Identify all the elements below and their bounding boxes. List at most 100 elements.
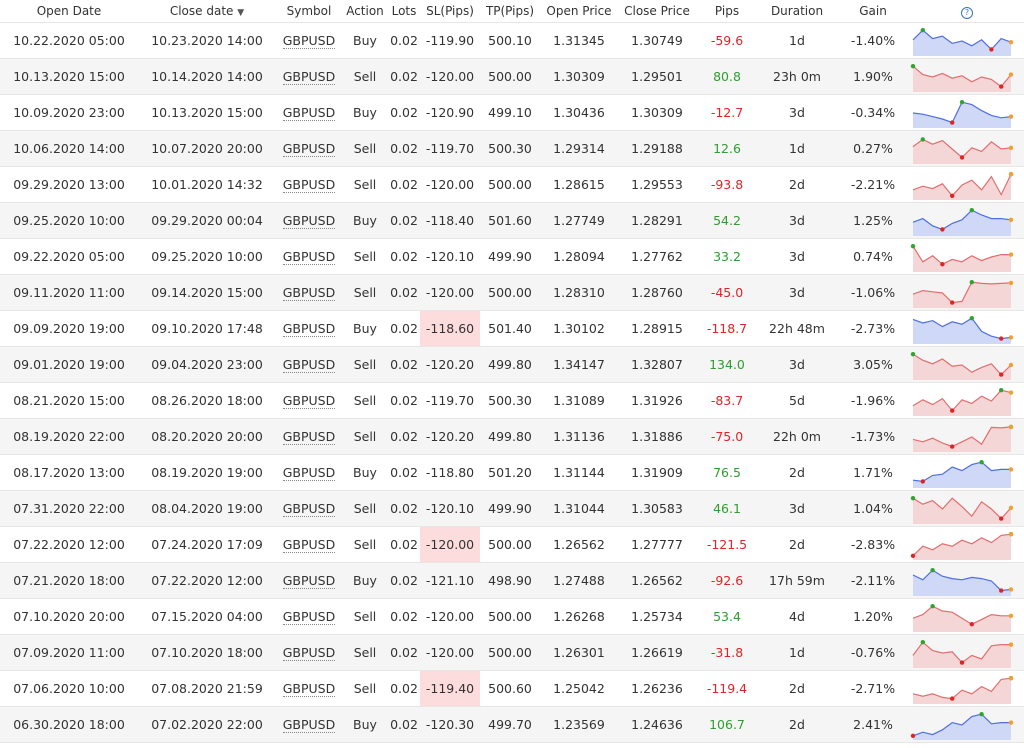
header-symbol[interactable]: Symbol <box>286 4 332 18</box>
header-tp[interactable]: TP(Pips) <box>485 4 535 18</box>
symbol-cell[interactable]: GBPUSD <box>276 22 342 59</box>
symbol-link[interactable]: GBPUSD <box>282 177 336 193</box>
sparkline-chart <box>912 136 1014 164</box>
table-row[interactable]: 10.09.2020 23:00 10.13.2020 15:00 GBPUSD Bu… <box>0 94 1024 131</box>
sparkline-low-marker <box>999 587 1004 593</box>
pips-cell: 106.7 <box>696 706 758 743</box>
symbol-link[interactable]: GBPUSD <box>282 717 336 733</box>
open-date-cell: 08.21.2020 15:00 <box>0 382 138 419</box>
close-date-cell: 08.19.2020 19:00 <box>138 454 276 491</box>
symbol-cell[interactable]: GBPUSD <box>276 670 342 707</box>
symbol-cell[interactable]: GBPUSD <box>276 598 342 635</box>
tp-cell: 500.00 <box>480 274 540 311</box>
symbol-link[interactable]: GBPUSD <box>282 681 336 697</box>
symbol-cell[interactable]: GBPUSD <box>276 310 342 347</box>
sparkline-last-marker <box>1008 586 1014 592</box>
table-row[interactable]: 10.06.2020 14:00 10.07.2020 20:00 GBPUSD Se… <box>0 130 1024 167</box>
table-row[interactable]: 09.29.2020 13:00 10.01.2020 14:32 GBPUSD Se… <box>0 166 1024 203</box>
symbol-cell[interactable]: GBPUSD <box>276 274 342 311</box>
symbol-cell[interactable]: GBPUSD <box>276 202 342 239</box>
header-pips[interactable]: Pips <box>714 4 740 18</box>
symbol-link[interactable]: GBPUSD <box>282 141 336 157</box>
symbol-link[interactable]: GBPUSD <box>282 393 336 409</box>
action-cell: Buy <box>342 562 388 599</box>
header-lots[interactable]: Lots <box>391 4 417 18</box>
help-icon[interactable]: ? <box>961 6 973 19</box>
symbol-link[interactable]: GBPUSD <box>282 537 336 553</box>
symbol-cell[interactable]: GBPUSD <box>276 346 342 383</box>
sparkline-area <box>913 497 1011 524</box>
symbol-link[interactable]: GBPUSD <box>282 429 336 445</box>
symbol-cell[interactable]: GBPUSD <box>276 562 342 599</box>
open-date-cell: 07.10.2020 20:00 <box>0 598 138 635</box>
pips-cell: -59.6 <box>696 22 758 59</box>
symbol-link[interactable]: GBPUSD <box>282 321 336 337</box>
sparkline-last-marker <box>1008 641 1014 647</box>
symbol-link[interactable]: GBPUSD <box>282 105 336 121</box>
symbol-link[interactable]: GBPUSD <box>282 465 336 481</box>
open-date-cell: 08.17.2020 13:00 <box>0 454 138 491</box>
symbol-link[interactable]: GBPUSD <box>282 33 336 49</box>
table-row[interactable]: 08.19.2020 22:00 08.20.2020 20:00 GBPUSD Se… <box>0 418 1024 455</box>
header-open-price[interactable]: Open Price <box>546 4 612 18</box>
symbol-link[interactable]: GBPUSD <box>282 573 336 589</box>
gain-cell: 1.04% <box>836 490 910 527</box>
symbol-link[interactable]: GBPUSD <box>282 501 336 517</box>
table-row[interactable]: 07.06.2020 10:00 07.08.2020 21:59 GBPUSD Se… <box>0 670 1024 707</box>
header-action[interactable]: Action <box>346 4 384 18</box>
header-sl[interactable]: SL(Pips) <box>426 4 474 18</box>
table-row[interactable]: 07.31.2020 22:00 08.04.2020 19:00 GBPUSD Se… <box>0 490 1024 527</box>
header-open-date[interactable]: Open Date <box>36 4 102 18</box>
symbol-link[interactable]: GBPUSD <box>282 249 336 265</box>
sparkline-low-marker <box>959 659 965 665</box>
symbol-cell[interactable]: GBPUSD <box>276 130 342 167</box>
table-row[interactable]: 08.21.2020 15:00 08.26.2020 18:00 GBPUSD Se… <box>0 382 1024 419</box>
sparkline-chart <box>910 63 1014 92</box>
table-row[interactable]: 09.01.2020 19:00 09.04.2020 23:00 GBPUSD Se… <box>0 346 1024 383</box>
symbol-cell[interactable]: GBPUSD <box>276 166 342 203</box>
symbol-cell[interactable]: GBPUSD <box>276 490 342 527</box>
table-row[interactable]: 07.21.2020 18:00 07.22.2020 12:00 GBPUSD Bu… <box>0 562 1024 599</box>
sl-cell: -120.30 <box>420 706 480 743</box>
sparkline-last-marker <box>1008 362 1014 367</box>
table-row[interactable]: 09.25.2020 10:00 09.29.2020 00:04 GBPUSD Bu… <box>0 202 1024 239</box>
table-row[interactable]: 09.22.2020 05:00 09.25.2020 10:00 GBPUSD Se… <box>0 238 1024 275</box>
symbol-cell[interactable]: GBPUSD <box>276 418 342 455</box>
symbol-cell[interactable]: GBPUSD <box>276 634 342 671</box>
table-row[interactable]: 06.30.2020 18:00 07.02.2020 22:00 GBPUSD Bu… <box>0 706 1024 743</box>
header-close-price[interactable]: Close Price <box>624 4 690 18</box>
table-row[interactable]: 09.11.2020 11:00 09.14.2020 15:00 GBPUSD Se… <box>0 274 1024 311</box>
header-close-date[interactable]: Close date ▼ <box>169 4 245 18</box>
symbol-cell[interactable]: GBPUSD <box>276 238 342 275</box>
symbol-link[interactable]: GBPUSD <box>282 609 336 625</box>
gain-cell: 1.25% <box>836 202 910 239</box>
symbol-cell[interactable]: GBPUSD <box>276 526 342 563</box>
gain-cell: -2.73% <box>836 310 910 347</box>
symbol-link[interactable]: GBPUSD <box>282 69 336 85</box>
symbol-cell[interactable]: GBPUSD <box>276 706 342 743</box>
sort-desc-icon: ▼ <box>237 8 245 18</box>
sparkline-area <box>913 209 1011 236</box>
table-row[interactable]: 07.09.2020 11:00 07.10.2020 18:00 GBPUSD Se… <box>0 634 1024 671</box>
table-row[interactable]: 07.10.2020 20:00 07.15.2020 04:00 GBPUSD Se… <box>0 598 1024 635</box>
symbol-cell[interactable]: GBPUSD <box>276 58 342 95</box>
symbol-link[interactable]: GBPUSD <box>282 213 336 229</box>
symbol-cell[interactable]: GBPUSD <box>276 382 342 419</box>
table-row[interactable]: 10.13.2020 15:00 10.14.2020 14:00 GBPUSD Se… <box>0 58 1024 95</box>
symbol-cell[interactable]: GBPUSD <box>276 94 342 131</box>
symbol-cell[interactable]: GBPUSD <box>276 454 342 491</box>
lots-cell: 0.02 <box>388 490 420 527</box>
symbol-link[interactable]: GBPUSD <box>282 357 336 373</box>
table-row[interactable]: 08.17.2020 13:00 08.19.2020 19:00 GBPUSD Bu… <box>0 454 1024 491</box>
close-date-cell: 09.29.2020 00:04 <box>138 202 276 239</box>
header-gain[interactable]: Gain <box>859 4 887 18</box>
table-row[interactable]: 07.22.2020 12:00 07.24.2020 17:09 GBPUSD Se… <box>0 526 1024 563</box>
header-help[interactable]: ? <box>910 0 1024 23</box>
symbol-link[interactable]: GBPUSD <box>282 645 336 661</box>
close-date-cell: 07.02.2020 22:00 <box>138 706 276 743</box>
table-row[interactable]: 09.09.2020 19:00 09.10.2020 17:48 GBPUSD Bu… <box>0 310 1024 347</box>
table-row[interactable]: 10.22.2020 05:00 10.23.2020 14:00 GBPUSD Bu… <box>0 22 1024 59</box>
symbol-link[interactable]: GBPUSD <box>282 285 336 301</box>
duration-cell: 3d <box>758 346 836 383</box>
header-duration[interactable]: Duration <box>770 4 824 18</box>
